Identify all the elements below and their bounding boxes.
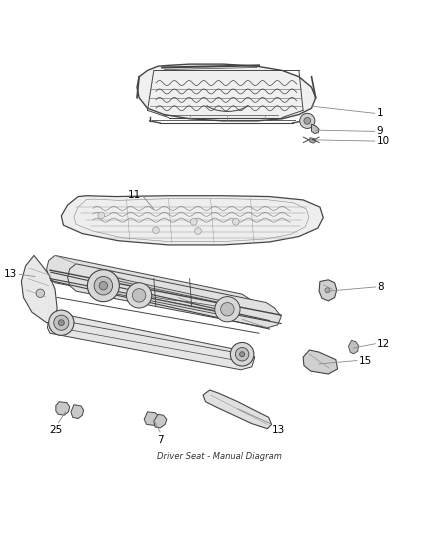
Polygon shape	[61, 196, 323, 245]
Circle shape	[88, 270, 119, 302]
Circle shape	[221, 303, 234, 316]
Text: 7: 7	[157, 434, 163, 445]
Polygon shape	[137, 64, 316, 121]
Polygon shape	[56, 402, 70, 415]
Polygon shape	[319, 280, 337, 301]
Polygon shape	[303, 350, 338, 374]
Text: Driver Seat - Manual Diagram: Driver Seat - Manual Diagram	[156, 453, 282, 462]
Circle shape	[127, 283, 152, 308]
Polygon shape	[71, 405, 84, 418]
Polygon shape	[154, 414, 167, 428]
Circle shape	[58, 320, 64, 326]
Text: 9: 9	[377, 126, 383, 136]
Text: 15: 15	[359, 356, 372, 366]
Polygon shape	[311, 124, 319, 133]
Text: 10: 10	[377, 136, 390, 146]
Polygon shape	[21, 255, 57, 322]
Circle shape	[194, 228, 201, 235]
Text: 12: 12	[377, 339, 390, 349]
Polygon shape	[97, 276, 230, 303]
Circle shape	[235, 348, 249, 361]
Text: 13: 13	[4, 269, 17, 279]
Circle shape	[49, 310, 74, 335]
Text: 13: 13	[272, 425, 285, 435]
Circle shape	[233, 219, 239, 225]
Circle shape	[230, 343, 254, 366]
Circle shape	[240, 352, 245, 357]
Polygon shape	[47, 312, 255, 370]
Circle shape	[152, 227, 159, 233]
Circle shape	[215, 297, 240, 322]
Text: 11: 11	[128, 190, 141, 200]
Polygon shape	[310, 138, 316, 143]
Polygon shape	[203, 390, 272, 429]
Circle shape	[98, 212, 105, 219]
Polygon shape	[349, 341, 359, 354]
Polygon shape	[93, 288, 230, 315]
Circle shape	[325, 288, 330, 293]
Circle shape	[304, 117, 311, 124]
Circle shape	[300, 114, 315, 128]
Polygon shape	[67, 264, 281, 328]
Circle shape	[191, 219, 197, 225]
Circle shape	[94, 277, 113, 295]
Text: 8: 8	[377, 282, 384, 292]
Circle shape	[99, 281, 108, 290]
Circle shape	[36, 289, 45, 297]
Circle shape	[132, 289, 146, 302]
Text: 1: 1	[377, 108, 383, 118]
Text: 25: 25	[49, 425, 63, 435]
Circle shape	[54, 315, 69, 330]
Polygon shape	[46, 255, 257, 319]
Polygon shape	[144, 412, 160, 425]
